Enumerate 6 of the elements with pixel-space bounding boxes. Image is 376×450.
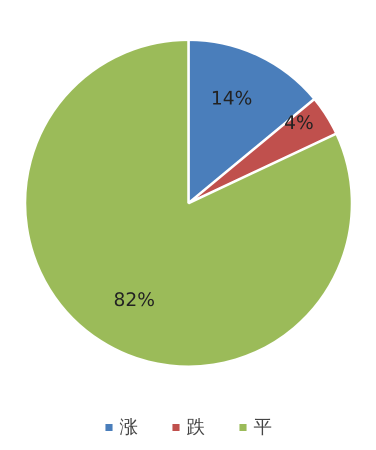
data-label: 82%: [113, 290, 155, 312]
legend-label: 跌: [186, 415, 206, 439]
data-label: 4%: [284, 112, 314, 134]
legend-label: 涨: [120, 415, 140, 439]
data-label: 14%: [210, 88, 252, 110]
legend-label: 平: [254, 415, 274, 439]
